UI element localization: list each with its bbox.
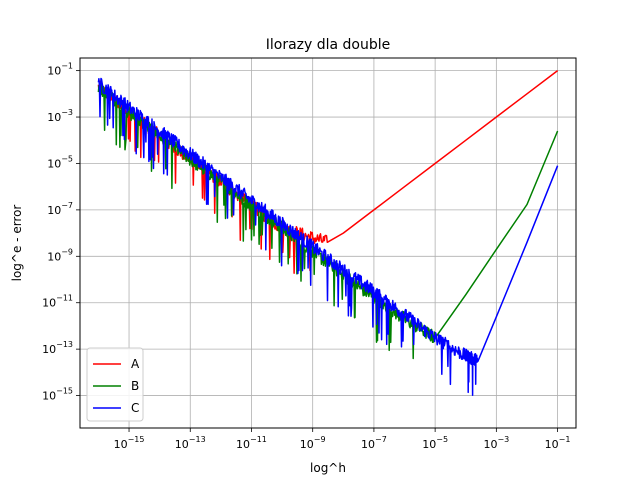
y-tick-base: 10 — [47, 111, 61, 124]
x-tick-base: 10 — [422, 438, 436, 451]
y-tick-exponent: −7 — [61, 201, 73, 210]
y-tick-exponent: −11 — [56, 294, 73, 303]
x-tick-exponent: −5 — [436, 435, 448, 444]
y-tick-base: 10 — [47, 204, 61, 217]
y-tick-label: 10−11 — [42, 294, 73, 310]
chart-title: Ilorazy dla double — [266, 37, 391, 53]
legend-label-C: C — [131, 401, 139, 415]
y-tick-exponent: −3 — [61, 108, 73, 117]
plot-area — [97, 70, 559, 396]
axes-frame — [79, 57, 577, 429]
y-tick-label: 10−15 — [42, 387, 73, 403]
y-tick-base: 10 — [42, 390, 56, 403]
x-tick-label: 10−15 — [114, 435, 145, 451]
series-line-C — [97, 77, 559, 396]
y-tick-base: 10 — [47, 157, 61, 170]
y-tick-exponent: −1 — [61, 62, 73, 71]
x-axis: 10−15 10−13 10−11 10−9 10−7 10−5 10−3 10−1 — [114, 428, 571, 451]
x-tick-base: 10 — [483, 438, 497, 451]
grid-lines — [80, 58, 576, 428]
y-tick-exponent: −9 — [61, 247, 73, 256]
y-tick-label: 10−7 — [47, 201, 73, 217]
y-tick-exponent: −5 — [61, 154, 73, 163]
x-tick-label: 10−9 — [300, 435, 326, 451]
y-tick-label: 10−3 — [47, 108, 73, 124]
y-tick-label: 10−5 — [47, 154, 73, 170]
legend: ABC — [86, 347, 144, 422]
x-tick-label: 10−3 — [483, 435, 509, 451]
y-tick-base: 10 — [42, 297, 56, 310]
y-tick-base: 10 — [47, 65, 61, 78]
x-axis-label: log^h — [310, 461, 346, 475]
x-tick-label: 10−7 — [361, 435, 387, 451]
y-tick-exponent: −15 — [56, 387, 73, 396]
legend-box — [86, 347, 144, 422]
x-tick-base: 10 — [545, 438, 559, 451]
x-tick-base: 10 — [361, 438, 375, 451]
y-tick-base: 10 — [42, 343, 56, 356]
x-tick-exponent: −3 — [497, 435, 509, 444]
x-tick-exponent: −15 — [128, 435, 145, 444]
x-tick-label: 10−5 — [422, 435, 448, 451]
x-tick-exponent: −7 — [375, 435, 387, 444]
x-tick-label: 10−1 — [545, 435, 571, 451]
legend-label-A: A — [131, 357, 140, 371]
legend-label-B: B — [131, 379, 139, 393]
x-tick-base: 10 — [300, 438, 314, 451]
y-tick-label: 10−1 — [47, 62, 73, 78]
y-axis-label: log^e - error — [10, 205, 24, 282]
x-tick-label: 10−11 — [236, 435, 267, 451]
y-tick-label: 10−13 — [42, 340, 73, 356]
x-tick-label: 10−13 — [175, 435, 206, 451]
x-tick-exponent: −11 — [250, 435, 267, 444]
x-tick-base: 10 — [236, 438, 250, 451]
x-tick-exponent: −9 — [314, 435, 326, 444]
x-tick-base: 10 — [175, 438, 189, 451]
x-tick-exponent: −13 — [189, 435, 206, 444]
y-tick-label: 10−9 — [47, 247, 73, 263]
y-tick-base: 10 — [47, 250, 61, 263]
x-tick-base: 10 — [114, 438, 128, 451]
x-tick-exponent: −1 — [559, 435, 571, 444]
y-tick-exponent: −13 — [56, 340, 73, 349]
